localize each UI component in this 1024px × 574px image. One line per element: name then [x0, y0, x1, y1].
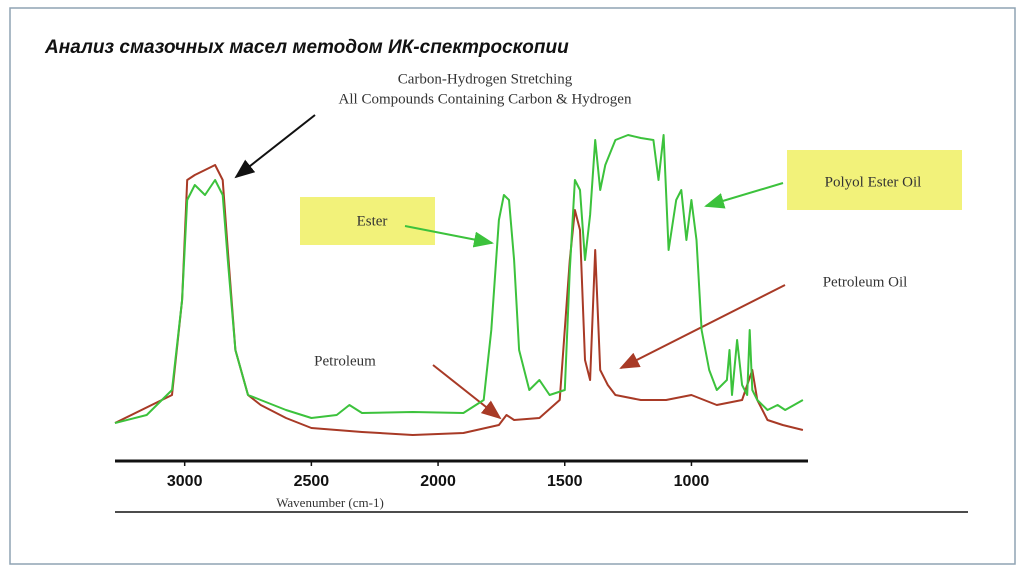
spectrum-line — [114, 134, 804, 424]
annotation: Ester — [357, 213, 388, 229]
label-box — [300, 197, 435, 245]
spectrum-line — [114, 164, 804, 436]
slide-frame — [9, 7, 1016, 565]
annotation: Carbon-Hydrogen Stretching — [398, 71, 573, 87]
x-tick-label: 2500 — [294, 473, 330, 490]
chart-title: Анализ смазочных масел методом ИК-спектр… — [44, 37, 569, 58]
label-box — [787, 150, 962, 210]
arrow — [619, 284, 786, 369]
series-label: Polyol Ester Oil — [825, 174, 922, 190]
x-tick-label: 3000 — [167, 473, 203, 490]
annotation: Petroleum — [314, 353, 376, 369]
x-tick-label: 1500 — [547, 473, 583, 490]
arrow — [704, 182, 784, 209]
annotation: All Compounds Containing Carbon & Hydrog… — [339, 91, 632, 107]
series-label: Petroleum Oil — [823, 274, 908, 290]
x-tick-label: 2000 — [420, 473, 456, 490]
arrow — [234, 114, 316, 179]
arrow — [404, 225, 494, 248]
arrow — [432, 364, 502, 420]
x-tick-label: 1000 — [674, 473, 710, 490]
x-axis-label: Wavenumber (cm-1) — [276, 495, 384, 510]
